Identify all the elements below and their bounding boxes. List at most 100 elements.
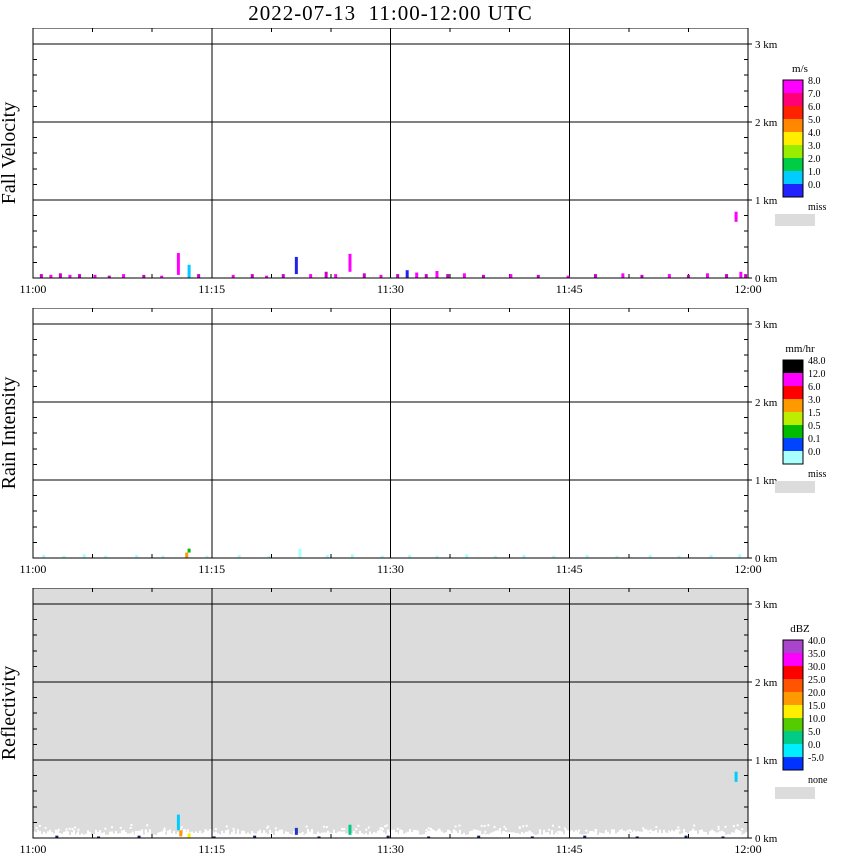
noise-band (63, 831, 65, 838)
noise-band (139, 830, 141, 838)
data-mark (231, 274, 235, 278)
noise-band (275, 830, 277, 838)
noise-speckle (144, 830, 147, 833)
noise-band (733, 832, 735, 838)
noise-band (555, 832, 557, 838)
noise-band (353, 830, 355, 838)
time-tick-label: 11:15 (198, 562, 225, 576)
rain-intensity-panel: 0 km 1 km 2 km 3 km 11:00 11:15 11:30 11:45 12:0… (0, 308, 826, 576)
noise-band (35, 832, 37, 838)
noise-band (587, 833, 589, 838)
noise-band (499, 830, 501, 838)
noise-band (639, 831, 641, 838)
noise-band (607, 831, 609, 838)
colorbar-label: 25.0 (808, 675, 826, 686)
data-mark (739, 271, 743, 278)
noise-band (505, 831, 507, 838)
noise-band (165, 834, 167, 838)
colorbar-label: 10.0 (808, 714, 826, 725)
noise-band (383, 832, 385, 838)
noise-band (711, 829, 713, 838)
colorbar-label: 3.0 (808, 395, 821, 406)
colorbar-segment (783, 705, 803, 718)
noise-band (681, 833, 683, 838)
noise-band (109, 831, 111, 838)
noise-band (493, 831, 495, 838)
data-mark (161, 555, 165, 558)
noise-band (625, 831, 627, 838)
data-mark (334, 274, 338, 278)
noise-band (575, 830, 577, 838)
noise-band (317, 831, 319, 838)
data-mark (185, 552, 189, 558)
noise-band (605, 830, 607, 838)
noise-band (305, 833, 307, 838)
noise-speckle (68, 827, 71, 830)
noise-speckle (119, 826, 122, 829)
data-mark (380, 555, 384, 558)
noise-speckle (355, 828, 358, 831)
time-tick-label: 11:30 (377, 562, 404, 576)
data-mark (348, 824, 352, 835)
noise-band (697, 833, 699, 838)
noise-band (729, 834, 731, 838)
noise-band (55, 829, 57, 838)
data-mark (462, 273, 466, 278)
data-mark (197, 274, 201, 278)
colorbar-label: 0.5 (808, 421, 821, 432)
data-mark (325, 554, 329, 558)
noise-band (463, 832, 465, 838)
noise-speckle (131, 833, 134, 836)
colorbar-label: 15.0 (808, 701, 826, 712)
noise-band (433, 830, 435, 838)
colorbar-missing-swatch (775, 481, 815, 493)
plot-border (32, 588, 749, 839)
data-mark (536, 274, 540, 278)
noise-speckle (130, 824, 133, 827)
colorbar-segment (783, 171, 803, 184)
noise-band (591, 830, 593, 838)
noise-speckle (628, 829, 631, 832)
noise-band (513, 832, 515, 838)
noise-band (303, 834, 305, 838)
noise-band (629, 833, 631, 838)
noise-speckle (266, 826, 269, 829)
colorbar-label: 20.0 (808, 688, 826, 699)
noise-band (233, 830, 235, 838)
noise-band (401, 830, 403, 838)
data-mark (585, 554, 589, 558)
noise-band (91, 834, 93, 838)
noise-band (213, 832, 215, 838)
noise-band (481, 834, 483, 838)
noise-band (247, 832, 249, 838)
colorbar-title: mm/hr (785, 343, 815, 355)
noise-band (243, 830, 245, 838)
data-mark (705, 273, 709, 278)
noise-band (719, 831, 721, 838)
noise-band (97, 832, 99, 838)
noise-band (355, 833, 357, 838)
colorbar-border (782, 79, 804, 198)
data-mark (362, 273, 366, 278)
data-mark (446, 274, 450, 278)
noise-band (267, 834, 269, 838)
colorbar-segment (783, 360, 803, 373)
noise-speckle (458, 833, 461, 836)
noise-band (311, 829, 313, 838)
noise-band (223, 833, 225, 838)
noise-speckle (76, 833, 79, 836)
noise-band (437, 829, 439, 838)
noise-band (543, 829, 545, 838)
data-mark (621, 273, 625, 278)
noise-band (411, 832, 413, 838)
noise-speckle (480, 824, 483, 827)
noise-speckle (522, 825, 525, 828)
data-mark (493, 555, 497, 558)
noise-band (727, 833, 729, 838)
noise-band (581, 834, 583, 838)
noise-speckle (38, 824, 41, 827)
colorbar-segment (783, 731, 803, 744)
noise-band (329, 832, 331, 838)
colorbar-label: 5.0 (808, 115, 821, 126)
colorbar-label: 1.0 (808, 167, 821, 178)
